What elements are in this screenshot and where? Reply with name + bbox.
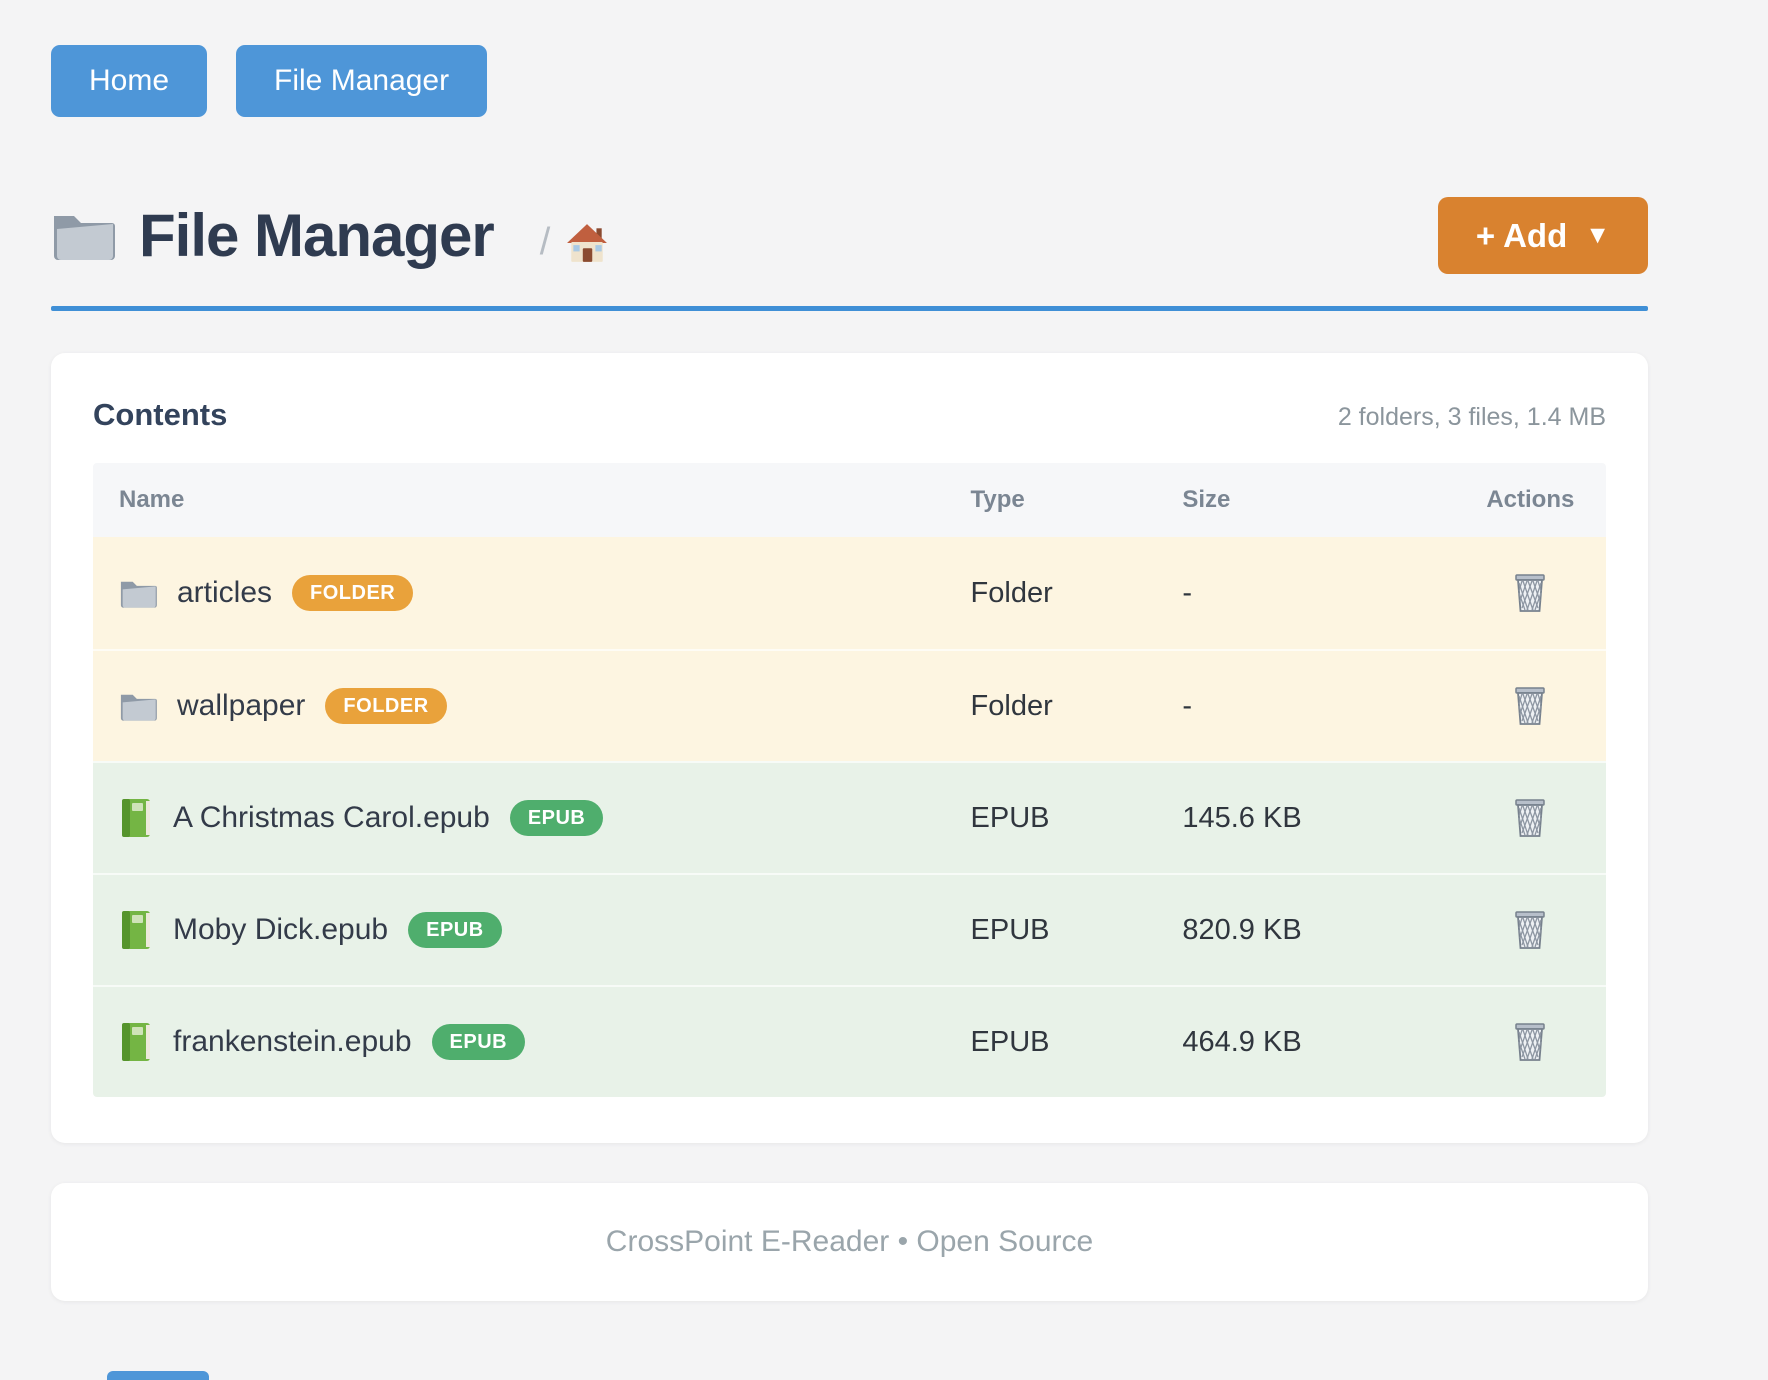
epub-badge: EPUB [509,800,604,836]
trash-icon [1513,1020,1547,1062]
table-header-row: Name Type Size Actions [93,463,1606,537]
row-actions [1455,1016,1606,1069]
table-row: articles FOLDER Folder - [93,537,1606,649]
folder-icon [51,208,115,264]
file-size: 145.6 KB [1182,801,1302,834]
green-book-icon [119,798,153,838]
add-button[interactable]: + Add ▼ [1437,197,1648,274]
nav-file-manager-button[interactable]: File Manager [236,45,488,117]
file-name: Moby Dick.epub [173,913,389,946]
file-name: articles [177,576,273,609]
epub-badge: EPUB [431,1024,526,1060]
file-size: - [1182,576,1193,609]
file-size: 820.9 KB [1182,913,1302,946]
contents-card: Contents 2 folders, 3 files, 1.4 MB Name… [51,353,1648,1143]
page-container: Home File Manager File Manager / [51,0,1648,1301]
trash-icon [1513,908,1547,950]
folder-badge: FOLDER [325,688,447,724]
file-type: Folder [970,689,1053,722]
column-header-type: Type [970,486,1025,513]
page-header: File Manager / + Add ▼ [51,197,1648,274]
epub-badge: EPUB [408,912,502,948]
file-name: frankenstein.epub [173,1025,412,1058]
trash-icon [1513,684,1547,726]
folder-icon [119,577,157,610]
file-type: EPUB [970,913,1050,946]
file-link-wallpaper[interactable]: wallpaper FOLDER [93,688,971,724]
file-name: wallpaper [177,689,306,722]
house-icon[interactable] [566,222,608,264]
page-title: File Manager [139,202,495,269]
column-header-size: Size [1182,486,1231,513]
file-link-articles[interactable]: articles FOLDER [93,575,971,611]
file-table: Name Type Size Actions articles FOLDER [93,463,1606,1097]
file-size: - [1182,689,1193,722]
file-size: 464.9 KB [1182,1025,1302,1058]
green-book-icon [119,1022,153,1062]
chevron-down-icon: ▼ [1585,221,1610,249]
footer-card: CrossPoint E-Reader • Open Source [51,1183,1648,1301]
footer-text: CrossPoint E-Reader • Open Source [605,1225,1094,1258]
column-header-actions: Actions [1486,486,1575,513]
folder-icon [119,690,157,723]
file-name: A Christmas Carol.epub [173,801,490,834]
nav-home-button[interactable]: Home [51,45,208,117]
file-type: EPUB [970,801,1050,834]
table-row: A Christmas Carol.epub EPUB EPUB 145.6 K… [93,761,1606,873]
file-type: EPUB [970,1025,1050,1058]
title-group: File Manager / [51,201,608,270]
column-header-name: Name [119,486,185,513]
row-actions [1455,792,1606,845]
add-button-label: + Add [1475,216,1568,254]
file-type: Folder [970,576,1053,609]
delete-button[interactable] [1509,567,1551,620]
breadcrumb-separator: / [539,221,551,263]
contents-card-header: Contents 2 folders, 3 files, 1.4 MB [93,397,1606,433]
green-book-icon [119,910,153,950]
row-actions [1455,904,1606,957]
file-link-moby-dick[interactable]: Moby Dick.epub EPUB [93,910,971,950]
trash-icon [1513,796,1547,838]
partial-button-bottom[interactable] [107,1371,209,1380]
file-link-frankenstein[interactable]: frankenstein.epub EPUB [93,1022,971,1062]
contents-summary: 2 folders, 3 files, 1.4 MB [1337,403,1606,431]
header-divider [51,306,1648,311]
row-actions [1455,567,1606,620]
top-nav: Home File Manager [51,0,1648,117]
delete-button[interactable] [1509,904,1551,957]
breadcrumb: / [540,207,609,264]
trash-icon [1513,571,1547,613]
table-row: Moby Dick.epub EPUB EPUB 820.9 KB [93,873,1606,985]
delete-button[interactable] [1509,680,1551,733]
table-row: wallpaper FOLDER Folder - [93,649,1606,761]
table-row: frankenstein.epub EPUB EPUB 464.9 KB [93,985,1606,1097]
row-actions [1455,680,1606,733]
file-link-christmas-carol[interactable]: A Christmas Carol.epub EPUB [93,798,971,838]
contents-title: Contents [93,397,228,432]
delete-button[interactable] [1509,1016,1551,1069]
delete-button[interactable] [1509,792,1551,845]
folder-badge: FOLDER [292,575,414,611]
